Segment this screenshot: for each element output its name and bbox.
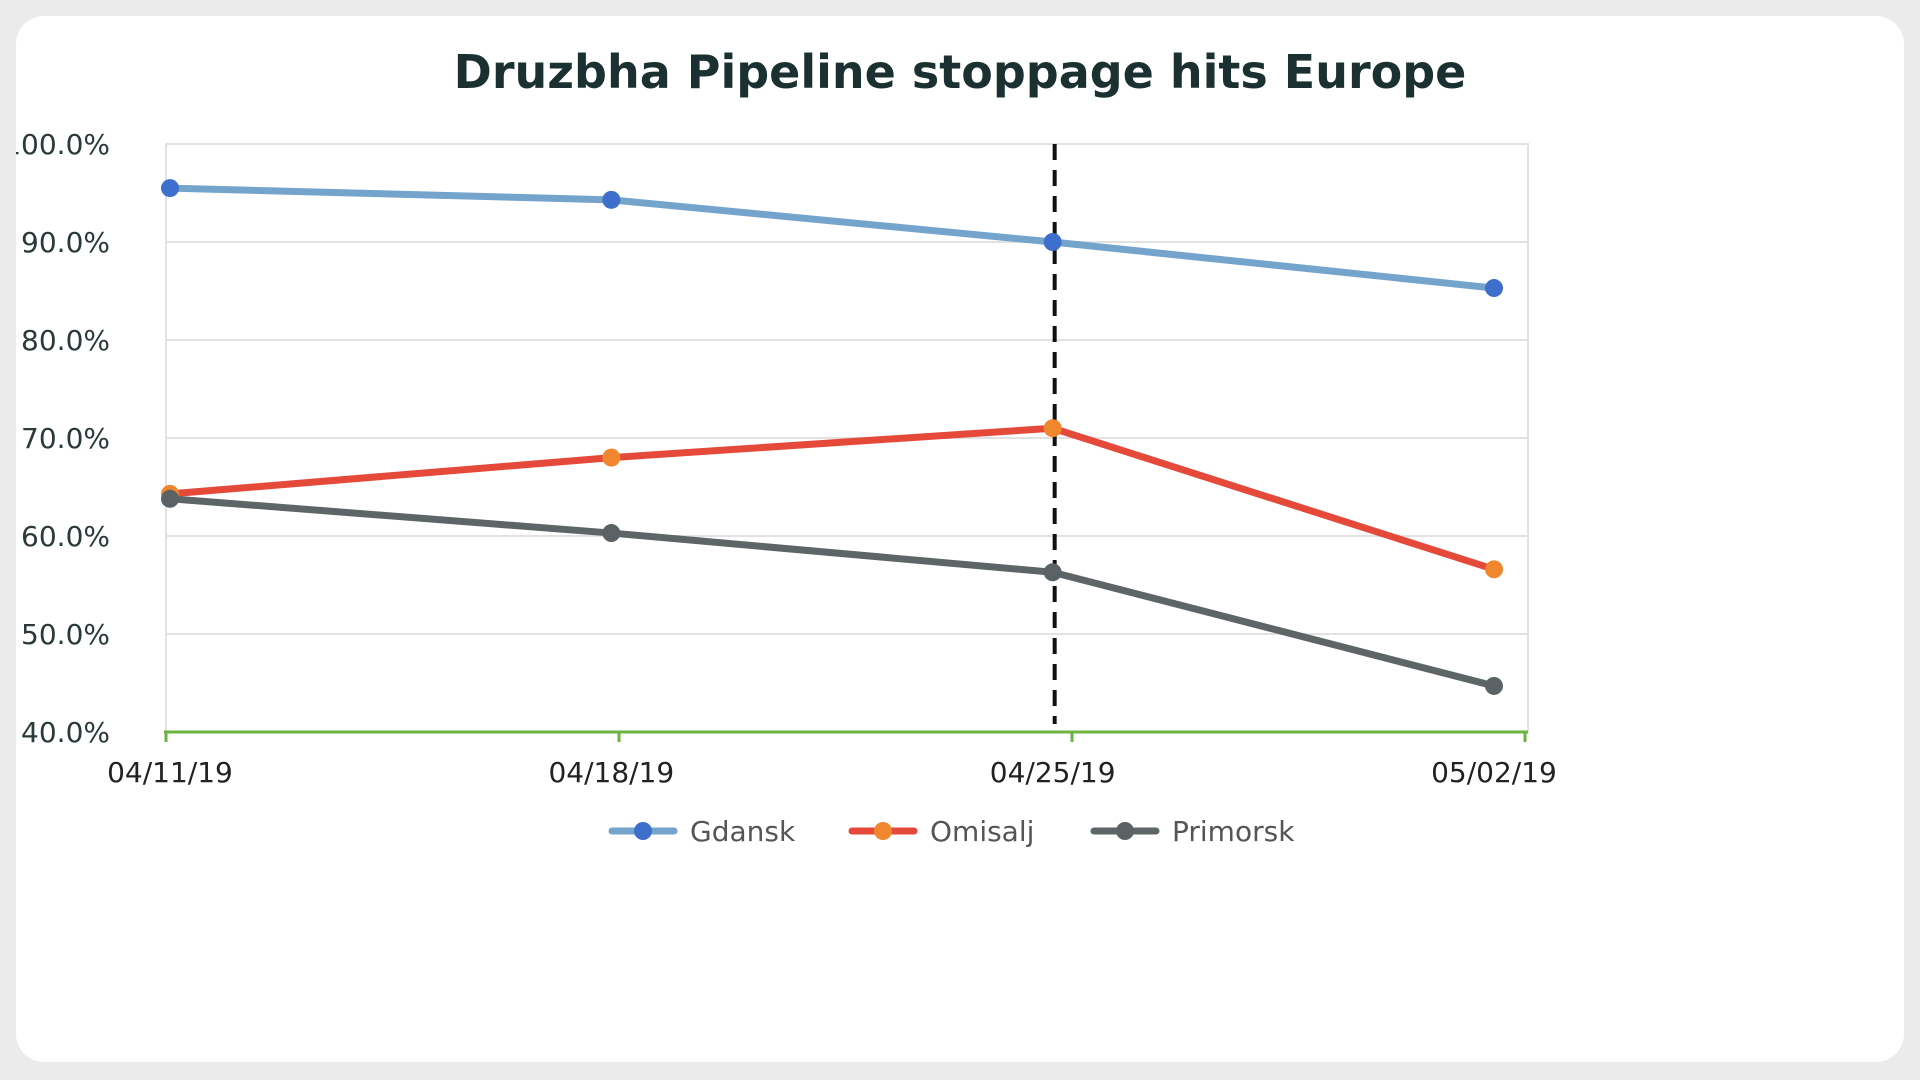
- series-line: [166, 495, 1498, 690]
- series-primorsk: [161, 489, 1503, 695]
- series-gdansk: [161, 179, 1503, 298]
- axes: 100.0% 90.0% 80.0% 70.0% 60.0% 50.0% 40.0% 04/1…: [3, 128, 1557, 789]
- legend-swatch-marker: [1116, 822, 1134, 840]
- data-point: [1043, 563, 1062, 582]
- y-tick-label: 90.0%: [21, 226, 110, 259]
- y-tick-label: 70.0%: [21, 422, 110, 455]
- x-tick-label: 04/11/19: [107, 756, 233, 789]
- chart-card: Druzbha Pipeline stoppage hits Europe 10…: [3, 16, 1904, 1062]
- data-point: [1485, 560, 1503, 579]
- y-tick-label: 50.0%: [21, 618, 110, 651]
- data-point: [1043, 233, 1062, 251]
- x-tick-label: 04/18/19: [548, 756, 674, 789]
- legend-item-gdansk: Gdansk: [608, 815, 796, 848]
- data-point: [161, 179, 179, 198]
- legend-item-primorsk: Primorsk: [1090, 815, 1295, 848]
- y-tick-label: 60.0%: [21, 520, 110, 553]
- y-tick-label: 40.0%: [21, 716, 110, 749]
- legend-label: Omisalj: [930, 815, 1034, 848]
- data-point: [602, 448, 621, 467]
- data-point: [1485, 676, 1503, 695]
- legend-label: Gdansk: [690, 815, 796, 848]
- series-line: [166, 184, 1498, 292]
- data-point: [1485, 279, 1503, 298]
- legend-label: Primorsk: [1172, 815, 1295, 848]
- y-tick-label: 80.0%: [21, 324, 110, 357]
- data-point: [1043, 419, 1062, 438]
- y-tick-label: 100.0%: [16, 128, 110, 161]
- chart-title: Druzbha Pipeline stoppage hits Europe: [454, 45, 1467, 99]
- series-line: [166, 424, 1498, 573]
- line-chart: Druzbha Pipeline stoppage hits Europe 10…: [3, 45, 1557, 848]
- legend: Gdansk Omisalj Primorsk: [608, 815, 1295, 848]
- legend-swatch-marker: [634, 822, 652, 840]
- legend-item-omisalj: Omisalj: [848, 815, 1034, 848]
- x-tick-label: 05/02/19: [1431, 756, 1557, 789]
- x-tick-label: 04/25/19: [990, 756, 1116, 789]
- data-point: [602, 524, 621, 543]
- legend-swatch-marker: [874, 822, 892, 840]
- series-group: [161, 179, 1503, 695]
- data-point: [602, 190, 621, 209]
- data-point: [161, 489, 179, 508]
